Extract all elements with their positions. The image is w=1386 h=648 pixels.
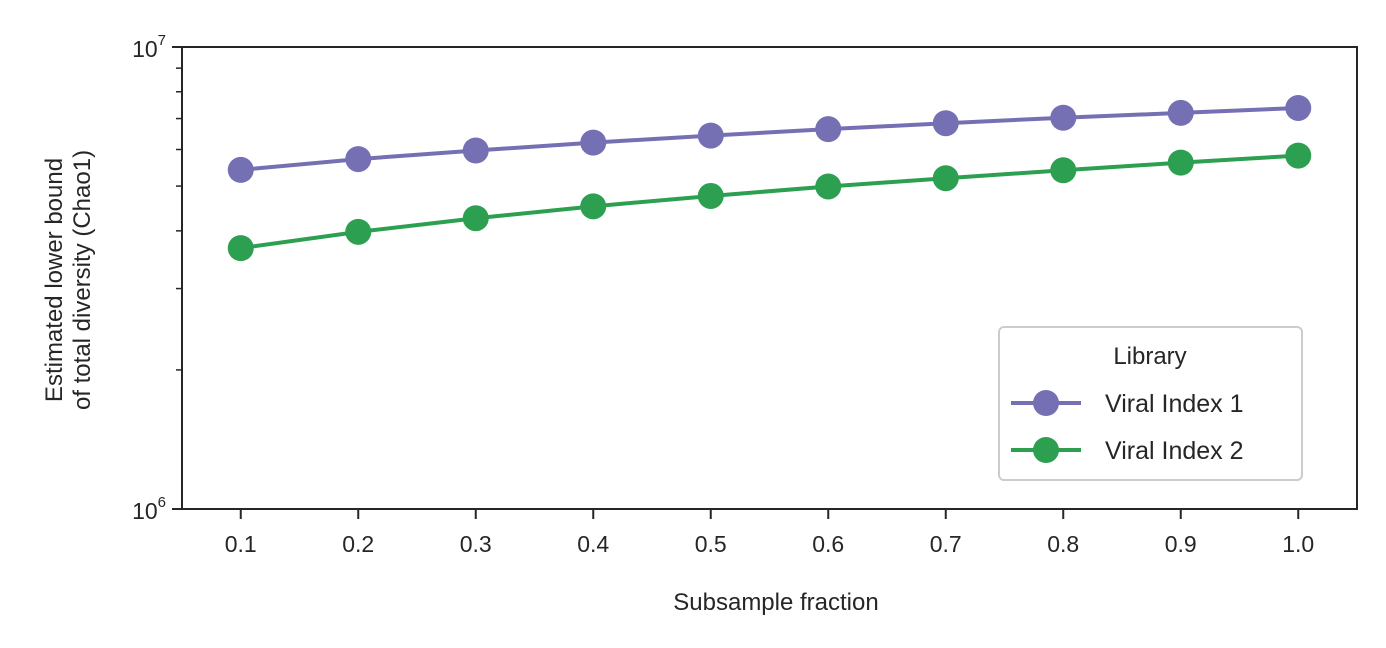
data-point bbox=[227, 156, 254, 183]
x-tick-label: 1.0 bbox=[1282, 531, 1314, 557]
legend: Library Viral Index 1 Viral Index 2 bbox=[998, 326, 1303, 481]
data-point bbox=[697, 182, 724, 209]
x-tick-label: 0.9 bbox=[1165, 531, 1197, 557]
data-point bbox=[1285, 142, 1312, 169]
x-tick-label: 0.7 bbox=[930, 531, 962, 557]
data-point bbox=[1167, 149, 1194, 176]
data-point bbox=[1050, 157, 1077, 184]
data-point bbox=[1050, 104, 1077, 131]
legend-label: Viral Index 2 bbox=[1105, 437, 1244, 465]
series-line bbox=[240, 105, 1299, 172]
series-line bbox=[240, 153, 1299, 251]
legend-title: Library bbox=[1113, 343, 1186, 370]
legend-label: Viral Index 1 bbox=[1105, 390, 1244, 418]
legend-marker bbox=[1033, 437, 1059, 463]
data-point bbox=[1167, 99, 1194, 126]
x-tick-label: 0.8 bbox=[1047, 531, 1079, 557]
data-point bbox=[932, 165, 959, 192]
data-point bbox=[1285, 94, 1312, 121]
y-tick-label: 106 bbox=[132, 494, 166, 524]
data-point bbox=[345, 146, 372, 173]
x-tick-label: 0.3 bbox=[460, 531, 492, 557]
series-2 bbox=[227, 142, 1312, 262]
x-tick-label: 0.4 bbox=[577, 531, 609, 557]
series-1 bbox=[227, 94, 1312, 183]
x-axis-label: Subsample fraction bbox=[673, 589, 878, 616]
data-point bbox=[462, 205, 489, 232]
plot-frame bbox=[181, 46, 1358, 510]
data-point bbox=[580, 193, 607, 220]
y-axis-label-line2: of total diversity (Chao1) bbox=[69, 150, 96, 410]
x-tick-label: 0.1 bbox=[225, 531, 257, 557]
data-point bbox=[345, 218, 372, 245]
data-point bbox=[932, 110, 959, 137]
legend-marker bbox=[1033, 390, 1059, 416]
y-tick-label: 107 bbox=[132, 32, 166, 62]
y-axis-label-line1: Estimated lower bound bbox=[41, 158, 68, 402]
legend-box bbox=[998, 326, 1303, 481]
data-point bbox=[580, 129, 607, 156]
data-point bbox=[462, 137, 489, 164]
x-tick-label: 0.6 bbox=[812, 531, 844, 557]
data-point bbox=[815, 173, 842, 200]
x-tick-label: 0.5 bbox=[695, 531, 727, 557]
x-tick-label: 0.2 bbox=[342, 531, 374, 557]
x-axis-ticks: 0.1 0.2 0.3 0.4 0.5 0.6 0.7 0.8 0.9 1.0 bbox=[225, 509, 1314, 557]
y-axis-ticks: 106 107 bbox=[132, 32, 182, 524]
data-point bbox=[227, 235, 254, 262]
data-point bbox=[697, 122, 724, 149]
series-lines bbox=[227, 94, 1312, 262]
data-point bbox=[815, 116, 842, 143]
